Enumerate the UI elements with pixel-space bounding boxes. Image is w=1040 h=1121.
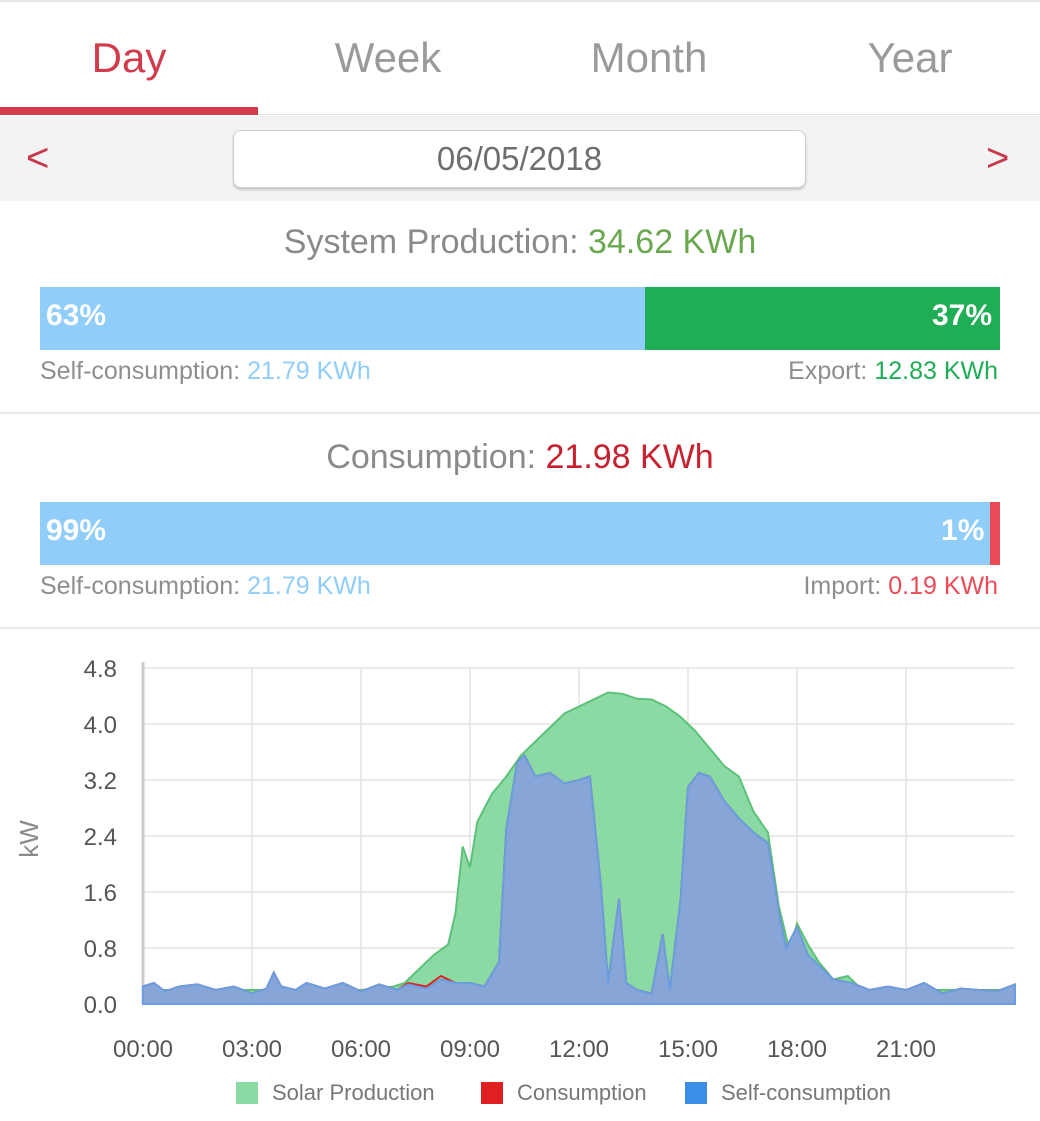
production-export: Export: 12.83 KWh (788, 357, 998, 386)
production-section: System Production: 34.62 KWh 63% 37% Sel… (0, 201, 1040, 414)
y-tick-label: 1.6 (84, 880, 117, 907)
y-tick-label: 4.8 (84, 656, 117, 683)
production-self-segment: 63% (40, 287, 645, 350)
production-export-segment: 37% (644, 287, 1000, 350)
legend-self-consumption-swatch (685, 1082, 707, 1104)
consumption-import-segment (990, 502, 1000, 565)
prev-date-button[interactable]: < (26, 136, 50, 180)
production-bar: 63% 37% (40, 287, 1000, 350)
y-tick-label: 0.0 (84, 992, 117, 1019)
y-tick-label: 3.2 (84, 768, 117, 795)
production-self-percent: 63% (46, 299, 107, 332)
x-tick-label: 06:00 (331, 1036, 391, 1063)
tab-year[interactable]: Year (867, 34, 953, 81)
production-self-label: Self-consumption: (40, 357, 241, 385)
production-export-percent: 37% (931, 299, 992, 332)
x-tick-label: 12:00 (549, 1036, 609, 1063)
production-self-value: 21.79 KWh (247, 357, 371, 385)
y-tick-label: 2.4 (84, 824, 117, 851)
legend-consumption-label: Consumption (517, 1080, 647, 1105)
legend-self-consumption[interactable]: Self-consumption (685, 1080, 891, 1106)
production-title: System Production: 34.62 KWh (0, 223, 1040, 262)
active-tab-indicator (0, 107, 258, 115)
production-label: System Production: (283, 223, 579, 261)
legend-self-consumption-label: Self-consumption (721, 1080, 891, 1105)
period-tabs: Day Week Month Year (0, 0, 1040, 115)
consumption-value: 21.98 KWh (545, 438, 714, 476)
chart-areas (142, 691, 1016, 1005)
legend-solar[interactable]: Solar Production (236, 1080, 435, 1106)
x-tick-label: 00:00 (113, 1036, 173, 1063)
next-date-button[interactable]: > (986, 136, 1010, 180)
series-self-consumption (142, 753, 1016, 1005)
x-tick-label: 03:00 (222, 1036, 282, 1063)
consumption-import-percent: 1% (941, 514, 985, 547)
legend-solar-label: Solar Production (272, 1080, 435, 1105)
consumption-self-label: Self-consumption: (40, 572, 241, 600)
consumption-self-consumption: Self-consumption: 21.79 KWh (40, 572, 371, 601)
production-export-value: 12.83 KWh (874, 357, 998, 385)
consumption-bar: 99% 1% (40, 502, 1000, 565)
consumption-self-segment: 99% 1% (40, 502, 991, 565)
legend-solar-swatch (236, 1082, 258, 1104)
tab-week[interactable]: Week (334, 34, 442, 81)
x-tick-label: 21:00 (876, 1036, 936, 1063)
y-tick-label: 4.0 (84, 712, 117, 739)
consumption-self-percent: 99% (46, 514, 107, 547)
x-axis-ticks: 00:00 03:00 06:00 09:00 12:00 15:00 18:00 21:00 (113, 1036, 936, 1063)
consumption-self-value: 21.79 KWh (247, 572, 371, 600)
production-export-label: Export: (788, 357, 868, 385)
consumption-title: Consumption: 21.98 KWh (0, 438, 1040, 477)
legend-consumption[interactable]: Consumption (481, 1080, 647, 1106)
x-tick-label: 09:00 (440, 1036, 500, 1063)
date-picker[interactable]: 06/05/2018 (233, 130, 806, 188)
production-self-consumption: Self-consumption: 21.79 KWh (40, 357, 371, 386)
tab-month[interactable]: Month (590, 34, 708, 81)
y-axis-ticks: 0.0 0.8 1.6 2.4 3.2 4.0 4.8 (84, 656, 117, 1019)
production-value: 34.62 KWh (588, 223, 757, 261)
consumption-import: Import: 0.19 KWh (803, 572, 998, 601)
y-tick-label: 0.8 (84, 936, 117, 963)
x-tick-label: 18:00 (767, 1036, 827, 1063)
tab-day[interactable]: Day (91, 34, 167, 81)
x-tick-label: 15:00 (658, 1036, 718, 1063)
consumption-section: Consumption: 21.98 KWh 99% 1% Self-consu… (0, 416, 1040, 629)
y-axis-label: kW (14, 820, 44, 858)
chart-legend: Solar Production Consumption Self-consum… (0, 1080, 1040, 1110)
power-chart: 0.0 0.8 1.6 2.4 3.2 4.0 4.8 00:00 03:00 06:00 09:… (14, 656, 1016, 1063)
date-navigation: < 06/05/2018 > (0, 116, 1040, 201)
consumption-import-value: 0.19 KWh (888, 572, 998, 600)
consumption-import-label: Import: (803, 572, 882, 600)
legend-consumption-swatch (481, 1082, 503, 1104)
consumption-label: Consumption: (326, 438, 537, 476)
